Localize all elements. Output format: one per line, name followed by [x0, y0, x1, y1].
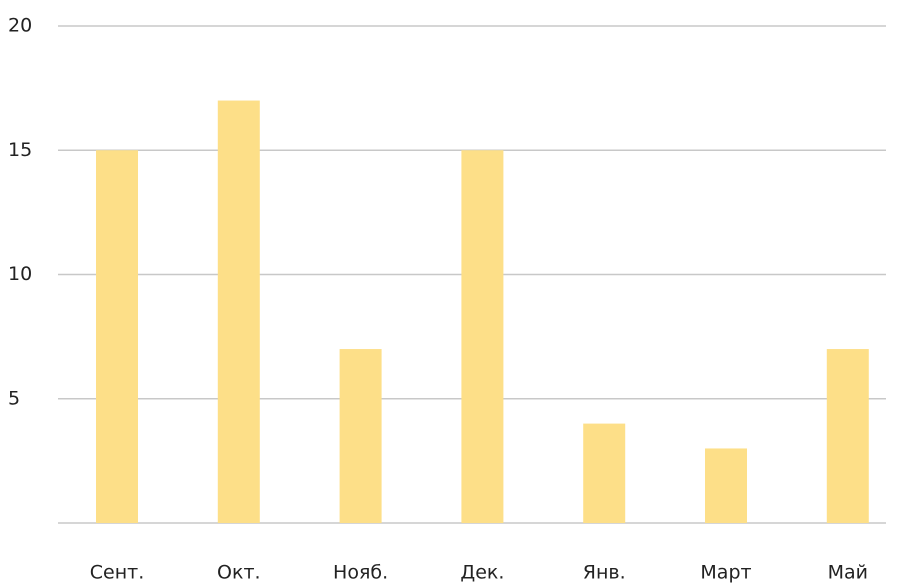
bar: [96, 150, 138, 523]
x-tick-label: Дек.: [460, 562, 504, 584]
y-tick-label: 20: [8, 15, 32, 37]
bar: [583, 423, 626, 523]
bar: [705, 448, 747, 523]
x-tick-label: Нояб.: [333, 562, 388, 584]
bar: [461, 150, 504, 523]
y-tick-label: 5: [8, 387, 20, 409]
x-tick-label: Окт.: [217, 562, 261, 584]
x-tick-label: Май: [828, 562, 868, 584]
x-tick-label: Сент.: [90, 562, 145, 584]
bar: [217, 100, 260, 524]
bar: [339, 349, 382, 523]
y-tick-label: 15: [8, 139, 32, 161]
bar: [826, 349, 869, 523]
y-tick-label: 10: [8, 263, 32, 285]
x-tick-label: Янв.: [583, 562, 626, 584]
x-tick-label: Март: [700, 562, 751, 584]
